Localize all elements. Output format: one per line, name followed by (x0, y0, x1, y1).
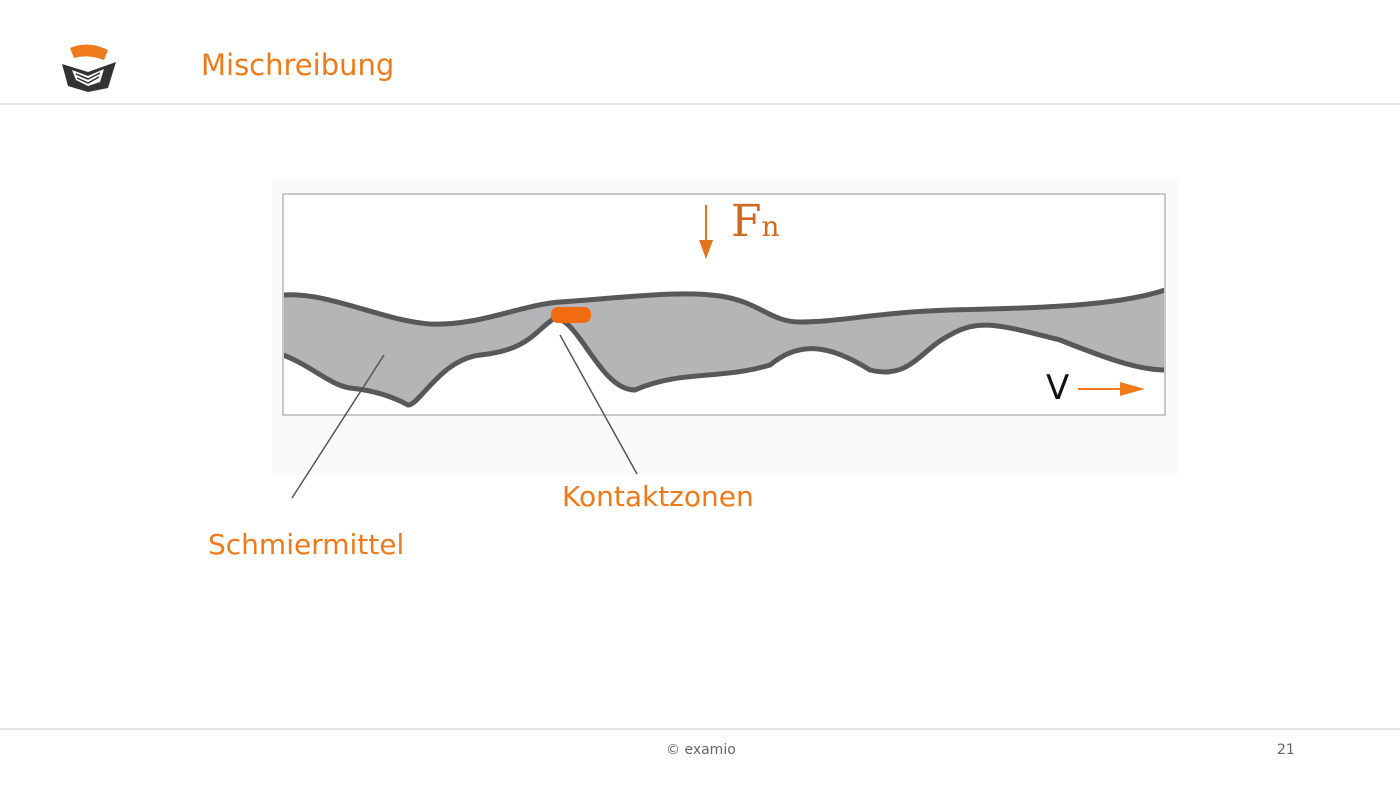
copyright: © examio (666, 742, 736, 758)
force-label: Fn (731, 196, 780, 247)
force-symbol: F (731, 196, 762, 247)
lower-body (283, 318, 1165, 415)
logo (62, 44, 116, 92)
page-number: 21 (1277, 742, 1295, 758)
lower-surface (282, 315, 1166, 408)
velocity-arrowhead (1120, 382, 1145, 396)
upper-surface (282, 287, 1166, 327)
contact-label: Kontaktzonen (562, 480, 754, 513)
force-arrowhead (699, 240, 713, 259)
lubricant-label: Schmiermittel (208, 528, 405, 561)
slide-title: Mischreibung (201, 48, 395, 82)
lubricant-pointer (291, 354, 385, 499)
contact-zone (551, 307, 591, 323)
force-subscript: n (761, 210, 780, 243)
diagram-frame (282, 193, 1166, 416)
velocity-label: V (1046, 368, 1070, 408)
contact-pointer (559, 334, 638, 475)
